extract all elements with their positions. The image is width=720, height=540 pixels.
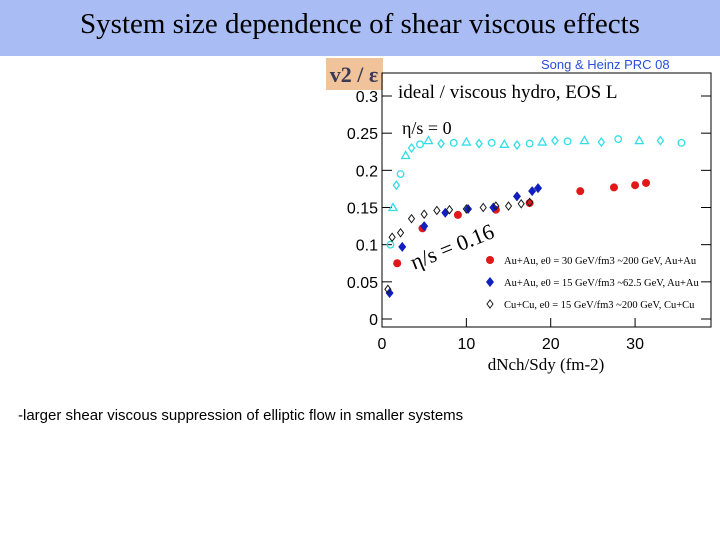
viscous-hydro-point [420,209,428,220]
x-tick-label: 20 [542,336,560,353]
legend-label: Au+Au, e0 = 30 GeV/fm3 ~200 GeV, Au+Au [504,256,697,267]
ideal-hydro-point [387,202,399,212]
viscous-hydro-point [512,191,521,202]
ideal-hydro-point [416,140,424,149]
legend: Au+Au, e0 = 30 GeV/fm3 ~200 GeV, Au+Au Au… [486,256,699,311]
plot-frame [381,72,712,328]
legend-marker [486,256,494,264]
legend-marker [486,277,494,287]
ideal-hydro-point [597,137,606,148]
ideal-hydro-point [551,135,559,146]
viscous-hydro-point [576,187,585,196]
ylabel-box [326,58,383,90]
ideal-hydro-point [537,136,548,146]
legend-label: Cu+Cu, e0 = 15 GeV/fm3 ~200 GeV, Cu+Cu [504,300,695,311]
viscous-hydro-point [464,203,473,214]
ideal-hydro-point [563,137,572,146]
ideal-hydro-point [400,150,411,160]
viscous-hydro-point [420,221,429,232]
bullet-text: -larger shear viscous suppression of ell… [18,407,464,424]
ideal-hydro-point [634,135,645,145]
citation: Song & Heinz PRC 08 [541,57,670,72]
title-bar [0,0,720,56]
y-tick-label: 0.15 [347,201,378,218]
x-axis-label: dNch/Sdy (fm-2) [488,355,605,374]
x-tick-label: 0 [378,336,387,353]
ideal-hydro-point [449,138,458,147]
viscous-hydro-point [609,183,618,192]
slide-title: System size dependence of shear viscous … [80,8,640,40]
ideal-hydro-point [423,135,434,145]
viscous-hydro-point [526,197,534,208]
y-tick-label: 0.05 [347,275,378,292]
ideal-hydro-point [461,136,472,146]
x-tick-label: 30 [626,336,644,353]
y-axis-label: v2 / ε [330,62,379,87]
viscous-hydro-point [631,181,640,190]
ideal-hydro-point [525,139,534,148]
viscous-hydro-point [384,284,392,295]
ideal-hydro-point [579,135,590,145]
y-tick-label: 0.25 [347,126,378,143]
viscous-hydro-point [517,198,525,209]
ideal-hydro-point [475,138,483,149]
ideal-hydro-point [407,142,416,154]
ideal-hydro-point [499,139,510,148]
viscous-hydro-point [445,204,454,215]
viscous-hydro-point [441,207,450,218]
ideal-hydro-point [614,135,623,144]
ideal-hydro-point [487,138,496,147]
legend-label: Au+Au, e0 = 15 GeV/fm3 ~62.5 GeV, Au+Au [504,278,699,289]
x-tick-label: 10 [457,336,475,353]
ideal-hydro-point [656,135,665,146]
ideal-hydro-point [677,138,686,147]
y-tick-label: 0 [369,312,378,329]
viscous-hydro-point [385,287,394,298]
viscous-hydro-point [528,186,537,197]
y-tick-label: 0.2 [356,163,378,180]
viscous-hydro-point [479,202,487,213]
ideal-hydro-point [392,180,401,191]
ideal-hydro-point [396,170,405,178]
viscous-hydro-point [388,232,396,243]
y-tick-label: 0.1 [356,238,378,255]
viscous-hydro-point [396,227,405,238]
viscous-hydro-point [534,183,543,194]
viscous-hydro-point [393,259,402,268]
ideal-hydro-point [386,240,395,249]
viscous-hydro-point [407,213,416,224]
viscous-hydro-point [462,204,470,214]
ideal-hydro-point [513,139,521,151]
viscous-hydro-point [453,210,462,219]
chart-title: ideal / viscous hydro, EOS L [398,82,618,103]
viscous-hydro-point [504,201,513,211]
ideal-hydro-point [437,138,445,149]
viscous-hydro-point [642,178,651,187]
legend-marker [486,299,494,309]
ideal-annotation: η/s = 0 [402,118,452,138]
viscous-hydro-point [398,241,407,252]
y-tick-label: 0.3 [356,89,378,106]
viscous-hydro-point [492,201,500,211]
viscous-hydro-point [433,205,441,216]
